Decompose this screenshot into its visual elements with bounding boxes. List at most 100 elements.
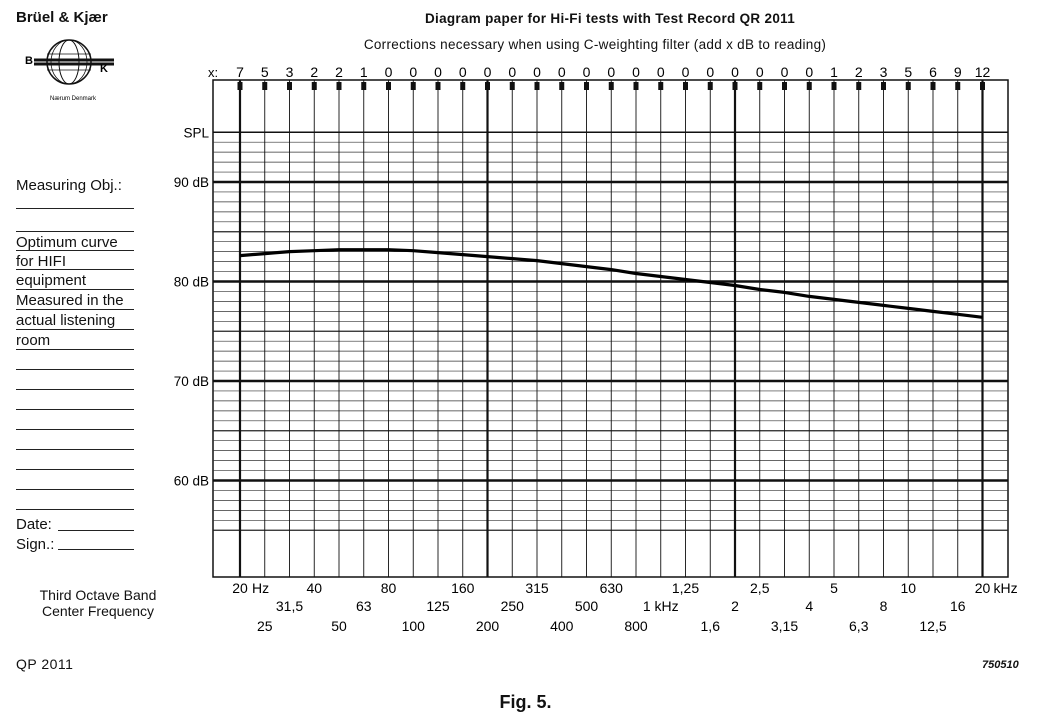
correction-marker [633,82,639,90]
y-tick-label: SPL [183,125,209,140]
correction-value: 2 [310,64,318,80]
correction-value: 0 [434,64,442,80]
x-tick-label: 8 [880,598,888,614]
divider [16,369,134,370]
correction-marker [534,82,540,90]
correction-marker [460,82,466,90]
correction-value: 6 [929,64,937,80]
correction-value: 0 [682,64,690,80]
x-tick-label: 63 [356,598,372,614]
correction-marker [237,82,243,90]
correction-marker [386,82,391,90]
x-tick-label: 1 kHz [643,598,679,614]
divider [16,349,134,350]
divider [16,429,134,430]
corrections-prefix: x: [208,65,218,80]
correction-value: 2 [335,64,343,80]
correction-marker [485,82,490,90]
brand-name: Brüel & Kjær [16,9,108,26]
correction-value: 0 [508,64,516,80]
divider [16,231,134,232]
band-label-line-2: Center Frequency [41,603,155,619]
correction-marker [707,82,713,90]
x-tick-label: 25 [257,618,273,634]
correction-marker [930,82,936,90]
x-tick-label: 630 [600,580,624,596]
note-line-3: equipment [16,272,87,289]
note-line-2: for HIFI [16,253,67,270]
band-label-line-1: Third Octave Band [39,587,157,603]
correction-value: 12 [975,64,991,80]
correction-value: 7 [236,64,244,80]
note-line-4: Measured in the [16,292,124,309]
correction-marker [410,82,416,90]
x-tick-label: 20 [232,580,248,596]
correction-marker [782,82,787,90]
x-tick-label: 250 [501,598,525,614]
footer-code: QP 2011 [16,656,74,672]
correction-marker [262,82,268,90]
correction-marker [584,82,589,90]
x-tick-label: 6,3 [849,618,869,634]
correction-value: 0 [657,64,665,80]
x-tick-label: 3,15 [771,618,798,634]
divider [16,409,134,410]
correction-value: 0 [706,64,714,80]
correction-value: 0 [459,64,467,80]
correction-marker [683,82,688,90]
note-line-6: room [16,332,51,349]
plot-frame [212,79,1009,578]
correction-marker [361,82,367,90]
divider [16,489,134,490]
divider [16,309,134,310]
x-tick-label: 5 [830,580,838,596]
x-unit-left: Hz [252,580,269,596]
globe-logo-icon: B K Nærum Denmark [25,39,114,102]
divider [16,269,134,270]
chart-subtitle: Corrections necessary when using C-weigh… [363,37,827,52]
x-tick-label: 50 [331,618,347,634]
correction-marker [980,82,985,90]
x-tick-label: 2 [731,598,739,614]
correction-value: 0 [805,64,813,80]
sign-field-line [58,549,134,550]
correction-value: 3 [880,64,888,80]
y-tick-label: 90 dB [174,175,209,190]
correction-marker [311,82,317,90]
x-tick-label: 16 [950,598,966,614]
x-unit-right: kHz [994,580,1018,596]
correction-value: 2 [855,64,863,80]
note-line-5: actual listening [16,312,116,329]
logo-letter-b: B [25,55,33,67]
correction-marker [955,82,961,90]
correction-marker [559,82,565,90]
divider [16,509,134,510]
correction-marker [757,82,763,90]
correction-value: 5 [904,64,912,80]
correction-value: 0 [731,64,739,80]
date-field-line [58,530,134,531]
x-tick-label: 31,5 [276,598,303,614]
correction-value: 0 [781,64,789,80]
x-tick-label: 80 [381,580,397,596]
divider [16,250,134,251]
logo-letter-k: K [100,63,108,75]
divider [16,469,134,470]
x-tick-label: 10 [900,580,916,596]
y-tick-label: 80 dB [174,275,209,290]
divider [16,208,134,209]
x-tick-label: 1,6 [701,618,721,634]
correction-value: 0 [385,64,393,80]
x-tick-label: 125 [426,598,450,614]
measuring-obj-label: Measuring Obj.: [16,177,122,194]
correction-value: 0 [409,64,417,80]
correction-value: 3 [286,64,294,80]
correction-value: 1 [360,64,368,80]
x-tick-label: 500 [575,598,599,614]
correction-marker [856,82,862,90]
x-tick-label: 12,5 [919,618,946,634]
x-tick-label: 20 [975,580,991,596]
y-tick-label: 70 dB [174,374,209,389]
divider [16,449,134,450]
correction-marker [509,82,515,90]
